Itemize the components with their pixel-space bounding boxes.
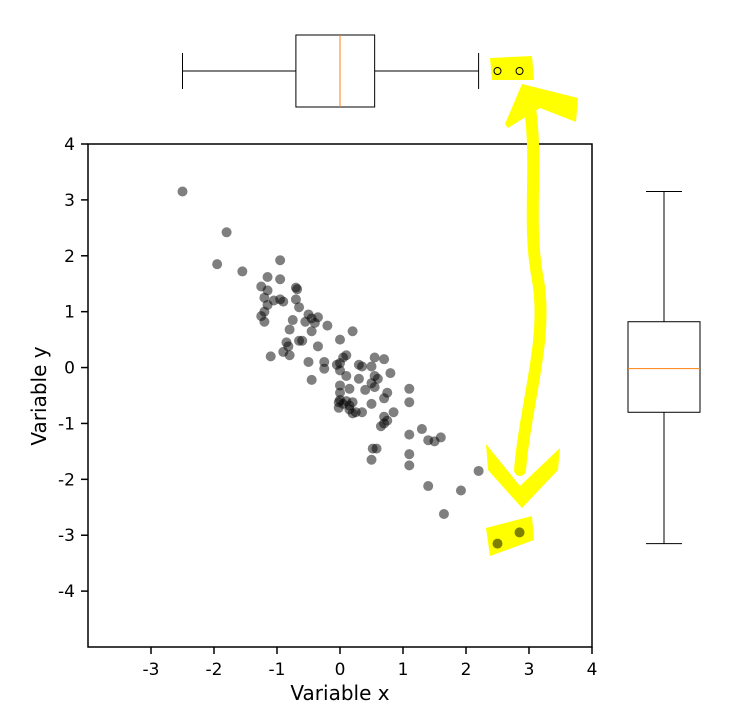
scatter-point [300, 316, 311, 327]
x-axis-label: Variable x [290, 681, 389, 705]
scatter-point [278, 296, 289, 307]
scatter-point [292, 284, 303, 295]
x-tick-label: 3 [524, 660, 535, 680]
scatter-point [423, 481, 434, 492]
scatter-point [366, 454, 377, 465]
scatter-point [177, 186, 188, 197]
scatter-point-highlighted [492, 538, 503, 549]
scatter-point [341, 350, 352, 361]
y-box-iqr [627, 321, 701, 413]
scatter-point [357, 361, 368, 372]
arrow-head-bottom [486, 444, 560, 508]
x-tick-label: 4 [587, 660, 598, 680]
scatter-point [360, 384, 371, 395]
scatter-point [366, 361, 377, 372]
x-axis-ticks: -3 -2 -1 0 1 2 3 4 [143, 647, 598, 680]
scatter-point [309, 317, 320, 328]
scatter-point [455, 485, 466, 496]
scatter-point [371, 443, 382, 454]
x-tick-label: 0 [335, 660, 346, 680]
scatter-point [306, 326, 317, 337]
y-tick-label: 4 [64, 135, 75, 155]
scatter-point [416, 424, 427, 435]
scatter-point [369, 352, 380, 363]
x-tick-label: -2 [206, 660, 223, 680]
scatter-point [438, 508, 449, 519]
scatter-point [335, 380, 345, 391]
scatter-point [388, 407, 399, 418]
y-tick-label: -2 [58, 470, 75, 490]
y-axis-label: Variable y [27, 346, 51, 445]
scatter-point [306, 374, 317, 385]
scatter-point [284, 350, 295, 361]
scatter-point [357, 407, 368, 418]
scatter-point [335, 387, 345, 398]
highlight-scatter-points [486, 516, 534, 556]
y-axis-ticks: -4 -3 -2 -1 0 1 2 3 4 [58, 135, 88, 602]
scatter-point [379, 393, 390, 404]
scatter-point [212, 259, 223, 270]
scatter-point [353, 373, 364, 384]
scatter-point [333, 402, 344, 413]
scatter-point [404, 429, 415, 440]
y-marginal-boxplot [627, 191, 701, 545]
scatter-point [404, 397, 415, 408]
x-tick-label: -1 [269, 660, 286, 680]
scatter-point [294, 302, 305, 313]
scatter-point [275, 255, 286, 266]
scatter-points [177, 186, 525, 549]
scatter-plot-area: -3 -2 -1 0 1 2 3 4 -4 -3 -2 -1 0 1 2 3 4 Variable x Var… [27, 135, 597, 705]
x-tick-label: 1 [398, 660, 409, 680]
y-tick-label: 2 [64, 247, 75, 267]
scatter-point [404, 449, 415, 460]
scatter-point [290, 294, 301, 305]
scatter-point [275, 274, 286, 285]
x-tick-label: -3 [143, 660, 160, 680]
arrow-head-top [505, 84, 578, 128]
x-box-outlier [493, 67, 502, 75]
scatter-point [404, 383, 415, 394]
scatter-point [287, 315, 298, 326]
scatter-point [237, 266, 248, 277]
scatter-point [385, 368, 396, 379]
scatter-point [344, 383, 355, 394]
yellow-arrow-annotation [486, 56, 578, 556]
scatter-point [312, 341, 323, 352]
y-tick-label: -3 [58, 526, 75, 546]
scatter-point-highlighted [514, 527, 525, 538]
y-tick-label: 0 [64, 359, 75, 379]
scatter-point [221, 227, 232, 238]
x-box-iqr [295, 34, 376, 108]
scatter-point [366, 398, 377, 409]
scatter-point [375, 421, 386, 432]
x-box-outlier [515, 67, 524, 75]
scatter-point [429, 436, 440, 447]
scatter-point [473, 465, 484, 476]
scatter-point [379, 354, 390, 365]
scatter-point [319, 363, 330, 374]
y-tick-label: 1 [64, 303, 75, 323]
scatter-point [322, 320, 333, 331]
scatter-point [335, 334, 345, 345]
y-tick-label: -1 [58, 414, 75, 434]
scatter-point [303, 356, 314, 367]
scatter-point [284, 324, 295, 335]
highlight-x-outliers [490, 56, 534, 80]
y-tick-label: -4 [58, 582, 75, 602]
scatter-point [259, 316, 270, 327]
x-tick-label: 2 [461, 660, 472, 680]
scatter-point [341, 370, 352, 381]
arrow-shaft [514, 90, 547, 476]
scatter-point [297, 335, 308, 346]
scatter-point [265, 351, 276, 362]
x-marginal-boxplot [182, 34, 524, 108]
y-tick-label: 3 [64, 191, 75, 211]
scatter-point [404, 460, 415, 471]
scatter-point [369, 382, 380, 393]
scatter-point [347, 326, 358, 337]
scatter-point [262, 272, 273, 283]
